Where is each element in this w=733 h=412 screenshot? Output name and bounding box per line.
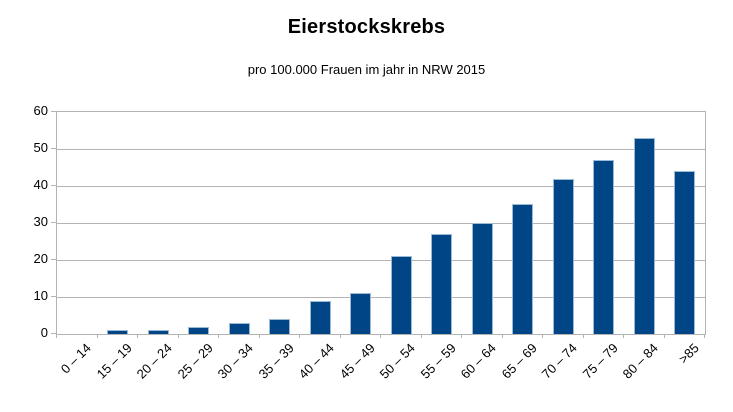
x-axis-tick-mark	[623, 334, 624, 338]
y-axis-tick-label: 60	[33, 103, 48, 118]
bar-75–79	[593, 160, 615, 334]
x-axis-tick-mark	[299, 334, 300, 338]
x-axis-tick-mark	[177, 334, 179, 338]
bar-25–29	[188, 327, 210, 334]
x-axis-tick-mark	[380, 334, 381, 338]
bar-70–74	[552, 179, 574, 334]
chart-subtitle: pro 100.000 Frauen im jahr in NRW 2015	[247, 62, 486, 77]
y-axis-tick-label: 0	[40, 325, 48, 340]
y-axis-tick-label: 50	[33, 140, 48, 155]
gridline	[57, 297, 705, 298]
y-axis-tick-label: 40	[33, 177, 48, 192]
x-axis-tick-mark	[96, 334, 98, 338]
y-axis-tick-label: 30	[33, 214, 48, 229]
x-axis-tick-mark	[582, 334, 584, 338]
bar-80–84	[633, 138, 655, 334]
bar-65–69	[512, 204, 534, 334]
x-axis-tick-mark	[501, 334, 503, 338]
gridline	[57, 260, 705, 261]
y-axis-tick-mark	[51, 296, 56, 297]
plot-area	[56, 111, 706, 335]
bar-35–39	[269, 319, 291, 334]
bar-45–49	[350, 293, 372, 334]
x-axis-tick-mark	[663, 334, 665, 338]
gridline	[57, 186, 705, 187]
y-axis-tick-mark	[51, 222, 56, 223]
x-axis-tick-mark	[137, 334, 138, 338]
x-axis-tick-mark	[339, 334, 341, 338]
y-axis-tick-label: 10	[33, 288, 48, 303]
y-axis-tick-mark	[51, 185, 56, 186]
y-axis-tick-mark	[51, 259, 56, 260]
x-axis-tick-mark	[218, 334, 219, 338]
x-axis-tick-mark	[704, 334, 705, 338]
y-axis-tick-mark	[51, 148, 56, 149]
y-axis-tick-mark	[51, 111, 56, 112]
x-axis-tick-mark	[542, 334, 543, 338]
x-axis-tick-mark	[420, 334, 422, 338]
x-axis-tick-mark	[258, 334, 260, 338]
bar-60–64	[471, 223, 493, 334]
bar-30–34	[228, 323, 250, 334]
y-axis-tick-mark	[51, 333, 56, 334]
x-axis-tick-mark	[56, 334, 57, 338]
bar-50–54	[390, 256, 412, 334]
bar->85	[674, 171, 696, 334]
gridline	[57, 149, 705, 150]
chart-title: Eierstockskrebs	[287, 16, 446, 38]
bar-40–44	[309, 301, 331, 334]
x-axis-tick-mark	[461, 334, 462, 338]
y-axis-tick-label: 20	[33, 251, 48, 266]
bar-20–24	[147, 330, 169, 334]
gridline	[57, 223, 705, 224]
bar-55–59	[431, 234, 453, 334]
bar-15–19	[107, 330, 129, 334]
